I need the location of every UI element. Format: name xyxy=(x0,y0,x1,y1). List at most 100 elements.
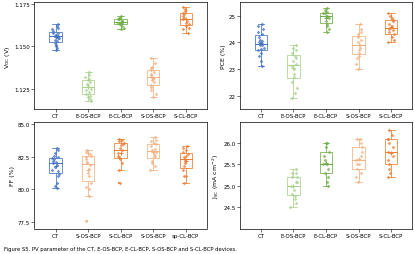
Point xyxy=(358,30,364,35)
Point xyxy=(52,184,59,188)
Point xyxy=(353,158,359,163)
Point xyxy=(386,129,393,133)
Point xyxy=(288,65,295,69)
Point xyxy=(324,23,331,27)
Point xyxy=(288,171,295,175)
Point xyxy=(323,15,330,19)
Point xyxy=(292,195,299,199)
Point xyxy=(293,176,300,180)
Point xyxy=(149,149,155,153)
Point xyxy=(180,28,186,33)
Point xyxy=(358,154,364,158)
Point xyxy=(185,153,191,157)
Point xyxy=(388,25,395,29)
Point xyxy=(85,171,92,175)
Point xyxy=(386,163,392,167)
Point xyxy=(149,66,156,70)
Point xyxy=(321,171,328,175)
Point xyxy=(116,17,123,21)
Point xyxy=(324,141,330,146)
Point xyxy=(83,149,90,153)
Point xyxy=(386,167,393,171)
Point xyxy=(293,180,300,184)
Point xyxy=(320,154,327,158)
Point xyxy=(385,23,392,27)
Point xyxy=(181,181,188,185)
Point xyxy=(53,43,59,47)
Point xyxy=(255,41,262,45)
Point xyxy=(355,163,362,167)
Point xyxy=(256,36,262,40)
Point xyxy=(85,79,91,83)
Point xyxy=(385,12,392,16)
Point xyxy=(259,40,266,44)
Point xyxy=(390,20,397,24)
Point xyxy=(88,87,94,91)
Point xyxy=(54,35,61,39)
Point xyxy=(293,62,300,67)
Point xyxy=(389,36,396,40)
Point xyxy=(256,55,263,59)
Point xyxy=(355,33,361,37)
Point xyxy=(115,18,122,22)
Point xyxy=(152,154,159,158)
Point xyxy=(86,91,93,95)
Point xyxy=(148,74,154,78)
Y-axis label: V$_{\rm OC}$ (V): V$_{\rm OC}$ (V) xyxy=(3,45,12,68)
Point xyxy=(51,166,58,170)
Point xyxy=(147,168,154,172)
Point xyxy=(183,149,189,153)
Point xyxy=(148,67,154,71)
Point xyxy=(293,167,300,171)
Point xyxy=(152,62,159,66)
Point xyxy=(83,185,90,189)
Point xyxy=(357,28,364,32)
Point xyxy=(54,163,61,167)
Point xyxy=(180,150,187,154)
Point xyxy=(256,44,263,48)
Point xyxy=(323,20,330,24)
Point xyxy=(254,30,261,35)
Point xyxy=(115,140,122,144)
Point xyxy=(86,163,93,167)
Point xyxy=(50,162,57,166)
Point xyxy=(387,171,394,175)
Point xyxy=(49,156,56,161)
Point xyxy=(118,138,125,142)
Point xyxy=(151,81,158,85)
Point xyxy=(53,33,59,37)
Point xyxy=(180,11,187,15)
Point xyxy=(53,40,60,44)
Point xyxy=(323,141,330,146)
Point xyxy=(355,41,361,45)
Point xyxy=(55,172,62,176)
Point xyxy=(385,150,391,154)
Point xyxy=(119,22,125,26)
Point xyxy=(182,25,189,29)
Point xyxy=(85,77,92,81)
Point xyxy=(356,46,363,51)
Point xyxy=(324,180,330,184)
Point xyxy=(51,154,57,158)
Point xyxy=(53,45,60,49)
Point xyxy=(181,155,188,159)
Point xyxy=(151,71,158,75)
Point xyxy=(293,44,299,48)
Point xyxy=(179,18,186,22)
Point xyxy=(147,89,154,93)
Point xyxy=(184,20,190,24)
Point xyxy=(85,86,92,90)
Point xyxy=(182,8,188,12)
Point xyxy=(82,76,88,80)
Point xyxy=(181,175,187,179)
Point xyxy=(324,16,330,20)
Point xyxy=(181,13,188,17)
Point xyxy=(119,25,125,29)
Point xyxy=(85,151,91,155)
Point xyxy=(390,19,396,23)
Point xyxy=(117,23,124,27)
Point xyxy=(290,68,297,72)
Point xyxy=(83,150,90,154)
Point xyxy=(358,150,365,154)
Point xyxy=(254,25,261,29)
